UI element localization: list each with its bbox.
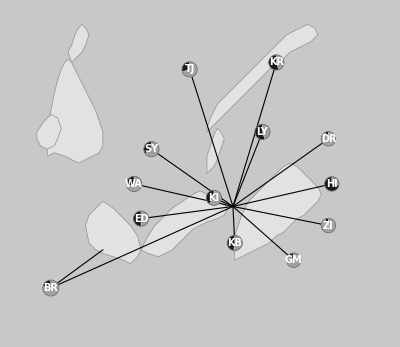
- Wedge shape: [144, 142, 152, 154]
- Wedge shape: [255, 124, 265, 139]
- Wedge shape: [206, 190, 214, 204]
- Text: SY: SY: [144, 144, 158, 154]
- Wedge shape: [127, 176, 142, 192]
- Wedge shape: [209, 190, 222, 205]
- Wedge shape: [43, 280, 59, 296]
- Wedge shape: [227, 235, 235, 251]
- Polygon shape: [141, 191, 228, 257]
- Text: KR: KR: [269, 58, 284, 67]
- Polygon shape: [207, 24, 318, 132]
- Text: KB: KB: [227, 238, 242, 248]
- Wedge shape: [43, 280, 51, 288]
- Text: HI: HI: [326, 179, 338, 189]
- Wedge shape: [269, 55, 279, 70]
- Wedge shape: [133, 211, 141, 226]
- Text: BR: BR: [43, 283, 58, 293]
- Text: LY: LY: [256, 127, 268, 137]
- Wedge shape: [332, 177, 339, 185]
- Wedge shape: [286, 253, 301, 268]
- Polygon shape: [207, 128, 224, 174]
- Text: WA: WA: [125, 179, 143, 189]
- Wedge shape: [126, 176, 134, 186]
- Wedge shape: [321, 218, 336, 233]
- Wedge shape: [262, 124, 270, 139]
- Text: KI: KI: [208, 193, 219, 203]
- Wedge shape: [182, 62, 190, 72]
- Wedge shape: [325, 177, 339, 191]
- Polygon shape: [47, 59, 103, 163]
- Text: DR: DR: [321, 134, 336, 144]
- Wedge shape: [141, 211, 149, 226]
- Wedge shape: [290, 253, 294, 260]
- Wedge shape: [182, 62, 197, 77]
- Wedge shape: [325, 218, 328, 226]
- Text: ZI: ZI: [323, 221, 334, 230]
- Text: TJ: TJ: [184, 65, 195, 74]
- Wedge shape: [276, 55, 284, 70]
- Text: ED: ED: [134, 214, 148, 223]
- Polygon shape: [235, 163, 322, 260]
- Polygon shape: [68, 24, 89, 62]
- Wedge shape: [321, 132, 336, 146]
- Wedge shape: [325, 132, 328, 139]
- Text: GM: GM: [285, 255, 302, 265]
- Polygon shape: [37, 115, 61, 149]
- Wedge shape: [234, 235, 242, 251]
- Polygon shape: [86, 201, 141, 264]
- Wedge shape: [145, 142, 159, 157]
